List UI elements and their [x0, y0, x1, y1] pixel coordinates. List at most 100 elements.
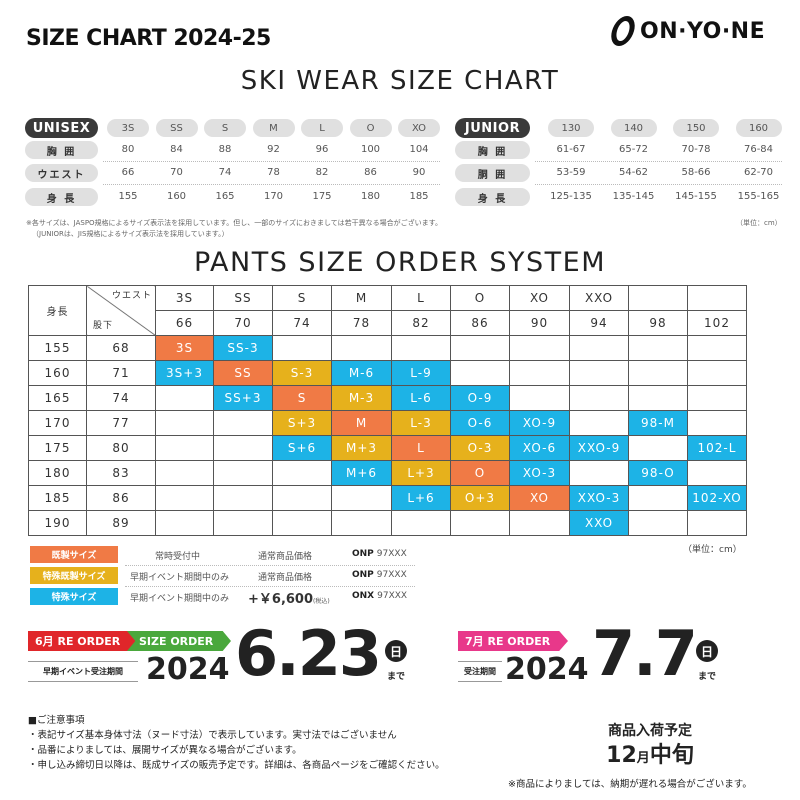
- waist-header: 74: [272, 310, 332, 336]
- table-row: 155 68 3S SS-3: [28, 335, 747, 361]
- order-period-caption: 受注期間: [458, 661, 502, 682]
- empty-cell: [213, 510, 273, 536]
- inseam-cell: 68: [86, 335, 156, 361]
- empty-cell: [155, 385, 214, 411]
- size-cell-special: 98-O: [628, 460, 688, 486]
- code-prefix: ONX: [352, 591, 375, 601]
- table-row: 185 86 L+6 O+3 XO XXO-3 102-XO: [28, 485, 747, 511]
- size-cell-regular: XO: [509, 485, 570, 511]
- size-header: XO: [509, 285, 570, 311]
- legend-product-code: ONP 97XXX: [352, 549, 407, 559]
- arrival-month-unit: 月: [636, 751, 650, 766]
- measure-value: 100: [360, 144, 381, 155]
- unit-label: （単位：cm）: [736, 219, 782, 227]
- measure-value: 78: [267, 167, 280, 178]
- table-row: 160 71 3S+3 SS S-3 M-6 L-9: [28, 360, 747, 386]
- july-reorder-tag: 7月 RE ORDER: [458, 631, 568, 651]
- arrival-note: ※商品によりましては、納期が遅れる場合がございます。: [508, 779, 752, 790]
- empty-cell: [628, 435, 688, 461]
- size-cell-special-regular: M+3: [331, 435, 392, 461]
- legend-product-code: ONP 97XXX: [352, 570, 407, 580]
- inseam-cell: 83: [86, 460, 156, 486]
- junior-label: JUNIOR: [455, 118, 530, 138]
- size-cell-special: 102-L: [687, 435, 747, 461]
- code-suffix: 97XXX: [377, 591, 408, 601]
- legend-product-code: ONX 97XXX: [352, 591, 407, 601]
- size-cell-special: XO-3: [509, 460, 570, 486]
- size-cell-special-regular: S+3: [272, 410, 332, 436]
- inseam-cell: 77: [86, 410, 156, 436]
- june-year: 2024: [146, 652, 230, 687]
- july-date: 7.7: [592, 617, 698, 690]
- size-cell-special-regular: O+3: [450, 485, 510, 511]
- pants-unit-label: （単位：cm）: [683, 545, 742, 555]
- july-year: 2024: [505, 652, 589, 687]
- empty-cell: [213, 410, 273, 436]
- june-reorder-tag: 6月 RE ORDER: [28, 631, 138, 651]
- size-pill: 130: [548, 119, 594, 137]
- empty-cell: [509, 335, 570, 361]
- measure-value: 96: [315, 144, 329, 155]
- size-cell-special: 3S+3: [155, 360, 214, 386]
- empty-cell: [687, 460, 747, 486]
- until-label: まで: [698, 672, 717, 682]
- height-cell: 185: [28, 485, 87, 511]
- size-cell-special: L-6: [391, 385, 451, 411]
- notes-title: ■ご注意事項: [28, 715, 85, 726]
- legend-availability: 常時受付中: [155, 552, 201, 562]
- empty-cell: [391, 510, 451, 536]
- inseam-cell: 71: [86, 360, 156, 386]
- size-header: M: [331, 285, 392, 311]
- dotted-divider: [535, 161, 782, 162]
- measure-value: 76-84: [743, 144, 774, 155]
- price-value: +￥6,600: [248, 592, 314, 607]
- empty-cell: [272, 510, 332, 536]
- empty-cell: [628, 485, 688, 511]
- inseam-cell: 86: [86, 485, 156, 511]
- measure-value: 70: [170, 167, 183, 178]
- empty-cell: [628, 360, 688, 386]
- inseam-cell: 80: [86, 435, 156, 461]
- legend-price: +￥6,600(税込): [248, 588, 330, 607]
- brand-logo: ON·YO·NE: [607, 16, 765, 46]
- size-header: XXO: [569, 285, 629, 311]
- size-pill: O: [349, 119, 392, 137]
- empty-cell: [155, 435, 214, 461]
- size-order-tag: SIZE ORDER: [127, 631, 231, 651]
- table-row: 175 80 S+6 M+3 L O-3 XO-6 XXO-9 102-L: [28, 435, 747, 461]
- measure-value: 65-72: [618, 144, 649, 155]
- measure-value: 104: [409, 144, 429, 155]
- page-title: SIZE CHART 2024-25: [26, 26, 271, 51]
- size-cell-special-regular: S-3: [272, 360, 332, 386]
- size-cell-special: L-9: [391, 360, 451, 386]
- empty-cell: [687, 510, 747, 536]
- empty-cell: [331, 335, 392, 361]
- empty-cell: [272, 335, 332, 361]
- waist-header: 70: [213, 310, 273, 336]
- empty-cell: [331, 510, 392, 536]
- size-cell-special: 102-XO: [687, 485, 747, 511]
- size-pill: 3S: [107, 119, 149, 137]
- empty-cell: [628, 335, 688, 361]
- legend-swatch-label: 特殊サイズ: [30, 588, 118, 605]
- empty-cell: [628, 510, 688, 536]
- size-cell-special: M-6: [331, 360, 392, 386]
- header-row-waists: 66 70 74 78 82 86 90 94 98 102: [29, 310, 747, 336]
- row-label: 身 長: [25, 188, 98, 206]
- arrival-date: 12月中旬: [590, 737, 710, 769]
- empty-cell: [509, 360, 570, 386]
- empty-cell: [155, 410, 214, 436]
- height-cell: 170: [28, 410, 87, 436]
- size-cell-regular: O: [450, 460, 510, 486]
- size-pill: 150: [673, 119, 719, 137]
- measure-value: 62-70: [743, 167, 774, 178]
- height-cell: 160: [28, 360, 87, 386]
- arrival-period: 中旬: [649, 743, 694, 768]
- inseam-cell: 89: [86, 510, 156, 536]
- empty-cell: [391, 335, 451, 361]
- empty-cell: [687, 385, 747, 411]
- measure-value: 135-145: [612, 191, 655, 202]
- height-cell: 180: [28, 460, 87, 486]
- row-label: 胴 囲: [455, 164, 530, 182]
- code-suffix: 97XXX: [376, 549, 407, 559]
